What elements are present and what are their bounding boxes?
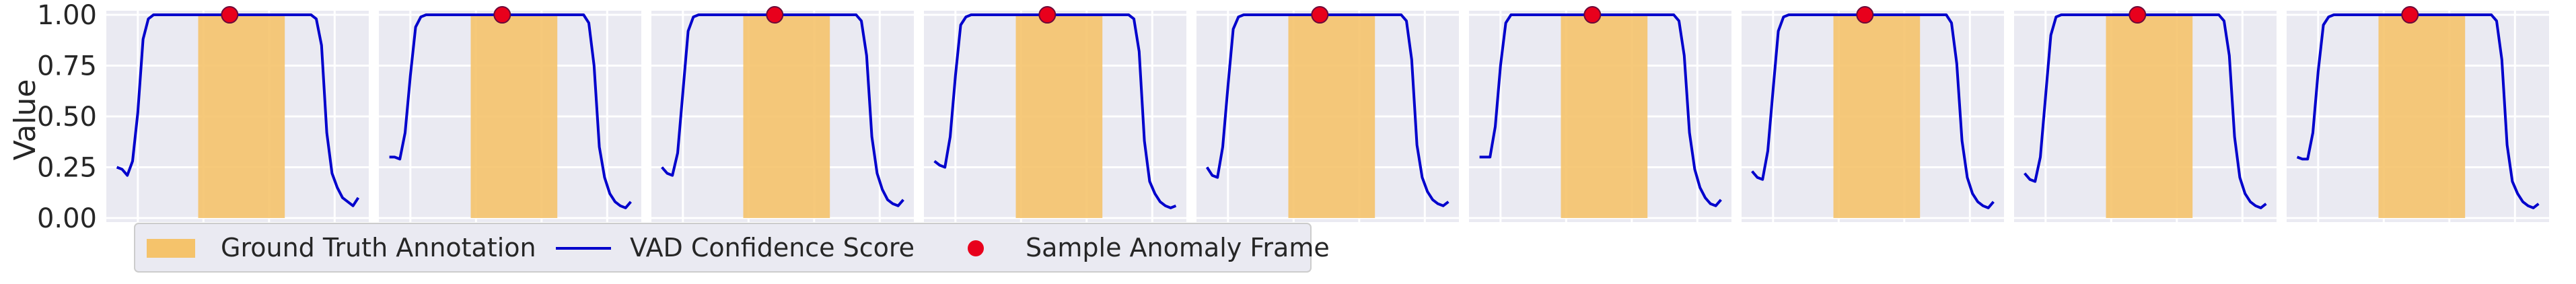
anomaly-frame-marker [221, 6, 239, 24]
anomaly-frame-marker [1856, 6, 1874, 24]
panel-6 [1469, 6, 1731, 222]
ground-truth-span [1288, 15, 1375, 218]
panel-2 [379, 6, 641, 222]
legend-annotation-swatch [147, 239, 195, 258]
legend-anomaly-marker [968, 240, 984, 256]
ground-truth-span [743, 15, 830, 218]
panel-3 [651, 6, 914, 222]
panel-4 [924, 6, 1186, 222]
y-axis-label: Value [8, 79, 42, 161]
legend: Ground Truth Annotation VAD Confidence S… [134, 223, 1330, 273]
y-tick-label: 0.00 [37, 203, 97, 234]
ground-truth-span [1015, 15, 1103, 218]
panel-9 [2287, 6, 2549, 222]
legend-confidence-label: VAD Confidence Score [630, 233, 915, 262]
anomaly-frame-marker [766, 6, 784, 24]
legend-annotation-label: Ground Truth Annotation [221, 233, 536, 262]
anomaly-frame-marker [493, 6, 511, 24]
panels [106, 6, 2549, 222]
anomaly-frame-marker [2128, 6, 2147, 24]
y-tick-label: 0.25 [37, 152, 97, 183]
anomaly-frame-marker [1038, 6, 1057, 24]
ground-truth-span [198, 15, 285, 218]
legend-anomaly-label: Sample Anomaly Frame [1026, 233, 1330, 262]
ground-truth-span [470, 15, 558, 218]
panel-8 [2014, 6, 2277, 222]
panel-5 [1196, 6, 1459, 222]
y-tick-label: 1.00 [37, 0, 97, 31]
panel-1 [106, 6, 369, 222]
y-axis: Value 0.00 0.25 0.50 0.75 1.00 [8, 0, 97, 234]
ground-truth-span [2106, 15, 2193, 218]
y-tick-label: 0.75 [37, 51, 97, 82]
legend-frame [134, 223, 1312, 273]
anomaly-frame-marker [1311, 6, 1329, 24]
panel-7 [1742, 6, 2004, 222]
anomaly-frame-marker [2401, 6, 2419, 24]
ground-truth-span [2378, 15, 2466, 218]
ground-truth-span [1833, 15, 1921, 218]
anomaly-frame-marker [1583, 6, 1602, 24]
y-tick-label: 0.50 [37, 102, 97, 133]
ground-truth-span [1561, 15, 1648, 218]
